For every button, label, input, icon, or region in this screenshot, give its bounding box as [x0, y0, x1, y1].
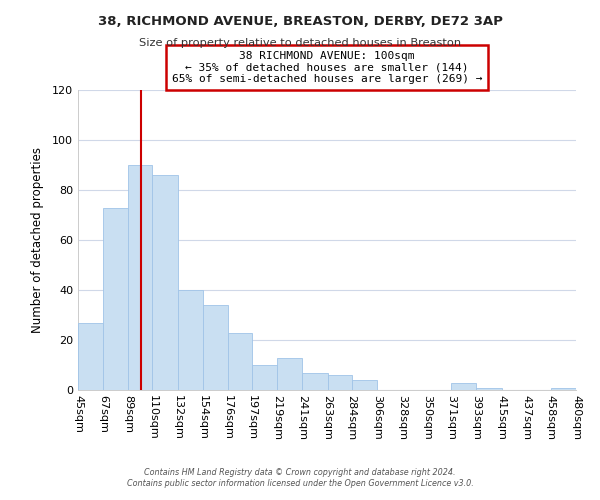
Bar: [103, 208, 128, 390]
Text: 38, RICHMOND AVENUE, BREASTON, DERBY, DE72 3AP: 38, RICHMOND AVENUE, BREASTON, DERBY, DE…: [98, 15, 502, 28]
Bar: [78, 322, 103, 390]
Bar: [328, 375, 352, 390]
Bar: [551, 388, 576, 390]
Y-axis label: Number of detached properties: Number of detached properties: [31, 147, 44, 333]
Bar: [228, 332, 252, 390]
Text: 38 RICHMOND AVENUE: 100sqm
← 35% of detached houses are smaller (144)
65% of sem: 38 RICHMOND AVENUE: 100sqm ← 35% of deta…: [172, 51, 482, 84]
Bar: [302, 372, 328, 390]
Bar: [252, 365, 277, 390]
Bar: [451, 382, 476, 390]
Bar: [476, 388, 502, 390]
Text: Contains HM Land Registry data © Crown copyright and database right 2024.
Contai: Contains HM Land Registry data © Crown c…: [127, 468, 473, 487]
Bar: [277, 358, 302, 390]
Bar: [203, 305, 228, 390]
Bar: [178, 290, 203, 390]
Bar: [128, 165, 152, 390]
Bar: [352, 380, 377, 390]
Text: Size of property relative to detached houses in Breaston: Size of property relative to detached ho…: [139, 38, 461, 48]
Bar: [152, 175, 178, 390]
